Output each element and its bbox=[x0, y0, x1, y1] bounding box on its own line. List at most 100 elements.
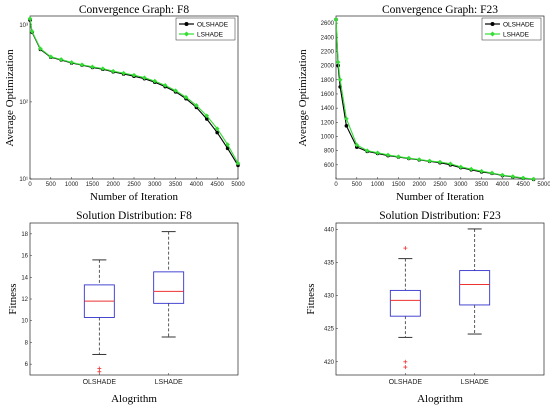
legend: OLSHADE LSHADE bbox=[481, 17, 542, 41]
x-tick-label: 3000 bbox=[454, 182, 468, 188]
y-tick-label: 10 bbox=[21, 319, 28, 325]
data-point-lshade bbox=[38, 46, 43, 51]
data-point-lshade bbox=[58, 57, 64, 62]
x-tick-label: 1000 bbox=[65, 182, 79, 188]
x-tick-label: 2500 bbox=[433, 182, 447, 188]
x-tick-label: 1500 bbox=[86, 182, 100, 188]
y-tick-label: 1600 bbox=[321, 92, 335, 98]
y-tick-label: 2400 bbox=[321, 35, 335, 41]
data-point-lshade bbox=[100, 66, 106, 71]
plot-area bbox=[335, 222, 545, 376]
x-category-label: OLSHADE bbox=[389, 379, 423, 386]
data-point-lshade bbox=[173, 88, 178, 93]
x-tick-label: 5000 bbox=[537, 182, 550, 188]
y-axis-label: Fitness bbox=[305, 283, 317, 314]
x-tick-label: 2000 bbox=[413, 182, 427, 188]
x-axis-label: Alogrithm bbox=[111, 393, 157, 405]
data-point-lshade bbox=[110, 68, 116, 74]
plot-area bbox=[335, 15, 545, 180]
x-tick-label: 0 bbox=[334, 182, 338, 188]
x-tick-label: 500 bbox=[352, 182, 363, 188]
x-tick-label: 3000 bbox=[148, 182, 162, 188]
legend-marker-olshade bbox=[490, 22, 495, 26]
x-tick-label: 500 bbox=[46, 182, 57, 188]
legend-label-olshade: OLSHADE bbox=[503, 22, 535, 29]
data-point-lshade bbox=[344, 116, 349, 122]
data-point-lshade bbox=[194, 103, 199, 108]
y-tick-label: 435 bbox=[324, 261, 335, 267]
data-point-olshade bbox=[225, 146, 230, 151]
box-iqr bbox=[459, 270, 491, 306]
y-tick-label: 1200 bbox=[321, 120, 335, 126]
data-point-lshade bbox=[489, 170, 495, 176]
x-category-label: OLSHADE bbox=[83, 379, 117, 386]
data-point-lshade bbox=[448, 161, 453, 167]
data-point-lshade bbox=[121, 70, 126, 76]
y-tick-label: 1800 bbox=[321, 78, 335, 84]
series-line-lshade bbox=[29, 18, 239, 164]
outlier-marker bbox=[403, 359, 408, 364]
data-point-lshade bbox=[90, 64, 95, 70]
data-point-lshade bbox=[131, 72, 137, 78]
legend: OLSHADE LSHADE bbox=[175, 17, 236, 41]
data-point-lshade bbox=[531, 176, 536, 182]
data-point-lshade bbox=[162, 83, 168, 88]
data-point-lshade bbox=[335, 59, 341, 65]
y-tick-label: 10¹ bbox=[19, 177, 28, 183]
box-iqr bbox=[389, 289, 421, 317]
plot-marks: 420 425 430 435 440 OLSHADE LSHADE bbox=[324, 228, 491, 386]
y-axis-label: Fitness bbox=[7, 283, 19, 314]
x-tick-label: 0 bbox=[28, 182, 32, 188]
x-tick-label: 2500 bbox=[127, 182, 141, 188]
data-point-lshade bbox=[214, 126, 220, 131]
data-point-lshade bbox=[69, 60, 74, 65]
x-tick-label: 5000 bbox=[231, 182, 245, 188]
plot-area bbox=[29, 15, 239, 180]
x-tick-label: 3500 bbox=[169, 182, 183, 188]
y-tick-label: 1400 bbox=[321, 106, 335, 112]
y-tick-label: 18 bbox=[21, 232, 28, 238]
chart-title: Convergence Graph: F23 bbox=[382, 4, 498, 16]
outlier-marker bbox=[403, 365, 408, 370]
data-point-lshade bbox=[142, 75, 147, 80]
chart-title: Solution Distribution: F23 bbox=[379, 210, 501, 222]
legend-label-olshade: OLSHADE bbox=[197, 22, 229, 29]
y-tick-label: 8 bbox=[25, 340, 29, 346]
y-tick-label: 420 bbox=[324, 360, 335, 366]
y-tick-label: 425 bbox=[324, 327, 335, 333]
y-tick-label: 2200 bbox=[321, 49, 335, 55]
boxplot-chart-f8: Solution Distribution: F8 6 8 10 12 14 16 18 OL… bbox=[7, 210, 239, 405]
x-tick-label: 4000 bbox=[190, 182, 204, 188]
y-tick-label: 440 bbox=[324, 228, 335, 234]
data-point-lshade bbox=[204, 113, 210, 119]
data-point-lshade bbox=[235, 160, 241, 166]
data-point-lshade bbox=[406, 155, 412, 161]
y-tick-label: 2600 bbox=[321, 21, 335, 27]
x-tick-label: 2000 bbox=[107, 182, 121, 188]
data-point-lshade bbox=[152, 78, 158, 84]
box-iqr bbox=[153, 271, 185, 304]
x-category-label: LSHADE bbox=[461, 379, 489, 386]
plot-marks: 6 8 10 12 14 16 18 OLSHADE LSHADE bbox=[21, 231, 185, 386]
data-point-lshade bbox=[437, 159, 443, 165]
y-tick-label: 430 bbox=[324, 294, 335, 300]
y-tick-label: 14 bbox=[21, 275, 28, 281]
data-point-lshade bbox=[27, 16, 33, 21]
plot-area bbox=[29, 222, 239, 376]
legend-label-lshade: LSHADE bbox=[197, 32, 224, 39]
series-line-lshade bbox=[335, 19, 534, 180]
x-tick-label: 1000 bbox=[371, 182, 385, 188]
data-point-lshade bbox=[354, 142, 360, 148]
data-point-lshade bbox=[479, 168, 484, 174]
y-tick-label: 12 bbox=[21, 297, 28, 303]
x-tick-label: 4500 bbox=[517, 182, 531, 188]
legend-label-lshade: LSHADE bbox=[503, 32, 530, 39]
legend-marker-lshade bbox=[184, 31, 189, 37]
outlier-marker bbox=[403, 246, 408, 251]
y-tick-label: 1000 bbox=[321, 134, 335, 140]
data-point-lshade bbox=[29, 29, 35, 34]
x-axis-label: Number of Iteration bbox=[396, 191, 484, 203]
legend-marker-lshade bbox=[490, 31, 495, 37]
x-axis-label: Alogrithm bbox=[417, 393, 463, 405]
data-point-lshade bbox=[364, 148, 370, 153]
